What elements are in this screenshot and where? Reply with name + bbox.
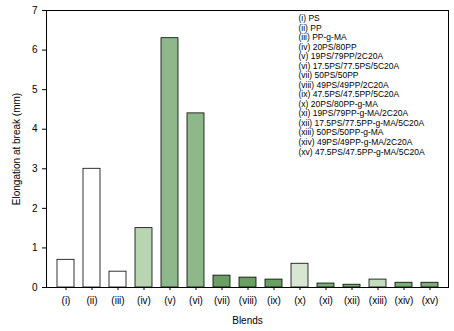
- svg-text:(viii): (viii): [239, 295, 257, 306]
- svg-text:(vi): (vi): [189, 295, 203, 306]
- svg-text:0: 0: [32, 282, 38, 293]
- svg-text:4: 4: [32, 123, 38, 134]
- svg-text:5: 5: [32, 84, 38, 95]
- svg-text:(iii): (iii): [111, 295, 124, 306]
- svg-text:Blends: Blends: [232, 315, 263, 326]
- svg-text:(xii): (xii): [344, 295, 360, 306]
- svg-text:1: 1: [32, 242, 38, 253]
- svg-text:(vii): (vii): [214, 295, 230, 306]
- svg-text:7: 7: [32, 5, 38, 16]
- svg-text:6: 6: [32, 44, 38, 55]
- svg-text:3: 3: [32, 163, 38, 174]
- svg-text:(iv): (iv): [137, 295, 151, 306]
- svg-text:(xiii): (xiii): [369, 295, 387, 306]
- svg-text:(xiv): (xiv): [395, 295, 414, 306]
- svg-text:(v): (v): [164, 295, 176, 306]
- svg-text:Elongation at break (mm): Elongation at break (mm): [11, 93, 22, 205]
- svg-text:(ix): (ix): [267, 295, 281, 306]
- svg-text:(xi): (xi): [319, 295, 333, 306]
- svg-text:2: 2: [32, 203, 38, 214]
- svg-text:(i) PS(ii) PP(iii) PP-g-MA(iv): (i) PS(ii) PP(iii) PP-g-MA(iv) 20PS/80PP…: [299, 13, 425, 156]
- svg-text:(x): (x): [294, 295, 306, 306]
- svg-text:(i): (i): [62, 295, 71, 306]
- svg-text:(xv): (xv): [422, 295, 439, 306]
- svg-text:(ii): (ii): [86, 295, 97, 306]
